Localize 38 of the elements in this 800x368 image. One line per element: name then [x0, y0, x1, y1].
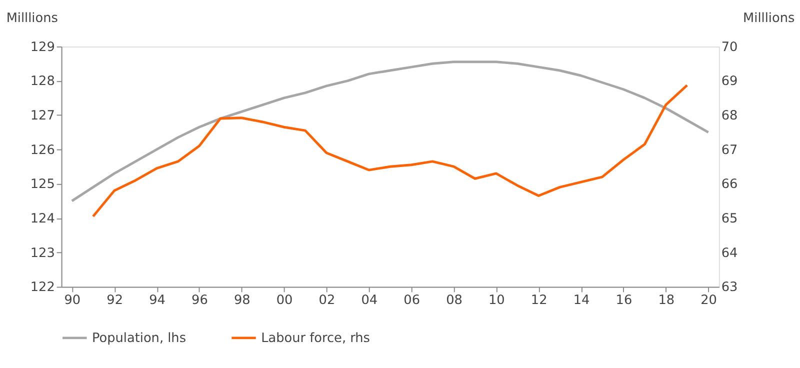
x-tick-label: 16	[616, 293, 632, 308]
y2-tick-label: 63	[721, 280, 738, 296]
y-tick-label: 123	[30, 246, 55, 261]
y-tick-label: 128	[30, 74, 55, 90]
x-tick-label: 12	[530, 293, 548, 308]
x-tick-label: 94	[149, 293, 166, 308]
y2-tick-label: 70	[721, 40, 738, 55]
y2-axis-title: Milllions	[743, 11, 795, 26]
y2-tick-label: 64	[721, 246, 738, 261]
y-tick-label: 122	[30, 280, 55, 296]
x-tick-label: 18	[658, 293, 675, 308]
y-tick-label: 126	[30, 142, 55, 158]
x-tick-label: 00	[276, 293, 293, 308]
x-tick-label: 96	[192, 293, 208, 308]
y-axis-title: Milllions	[6, 11, 58, 26]
x-tick-label: 98	[234, 293, 250, 308]
line-series	[92, 84, 688, 218]
x-tick-label: 04	[361, 293, 378, 308]
y-tick-label: 124	[30, 212, 55, 227]
y2-tick-label: 68	[721, 108, 738, 124]
legend-label: Labour force, rhs	[261, 330, 370, 346]
y2-tick-label: 65	[721, 212, 738, 227]
y-tick-label: 129	[30, 40, 55, 55]
x-tick-label: 20	[700, 293, 717, 308]
y-tick-label: 125	[30, 177, 55, 192]
y-tick-label: 127	[30, 108, 55, 124]
x-tick-label: 90	[64, 293, 81, 308]
x-tick-label: 06	[404, 293, 420, 308]
x-tick-label: 14	[573, 293, 590, 308]
y2-tick-label: 69	[721, 74, 738, 90]
y2-tick-label: 67	[721, 142, 738, 158]
x-tick-label: 02	[318, 293, 336, 308]
x-tick-label: 08	[446, 293, 462, 308]
x-tick-label: 92	[106, 293, 124, 308]
x-tick-label: 10	[488, 293, 505, 308]
legend-label: Population, lhs	[92, 330, 186, 346]
line-series	[70, 60, 710, 202]
y2-tick-label: 66	[721, 177, 738, 192]
